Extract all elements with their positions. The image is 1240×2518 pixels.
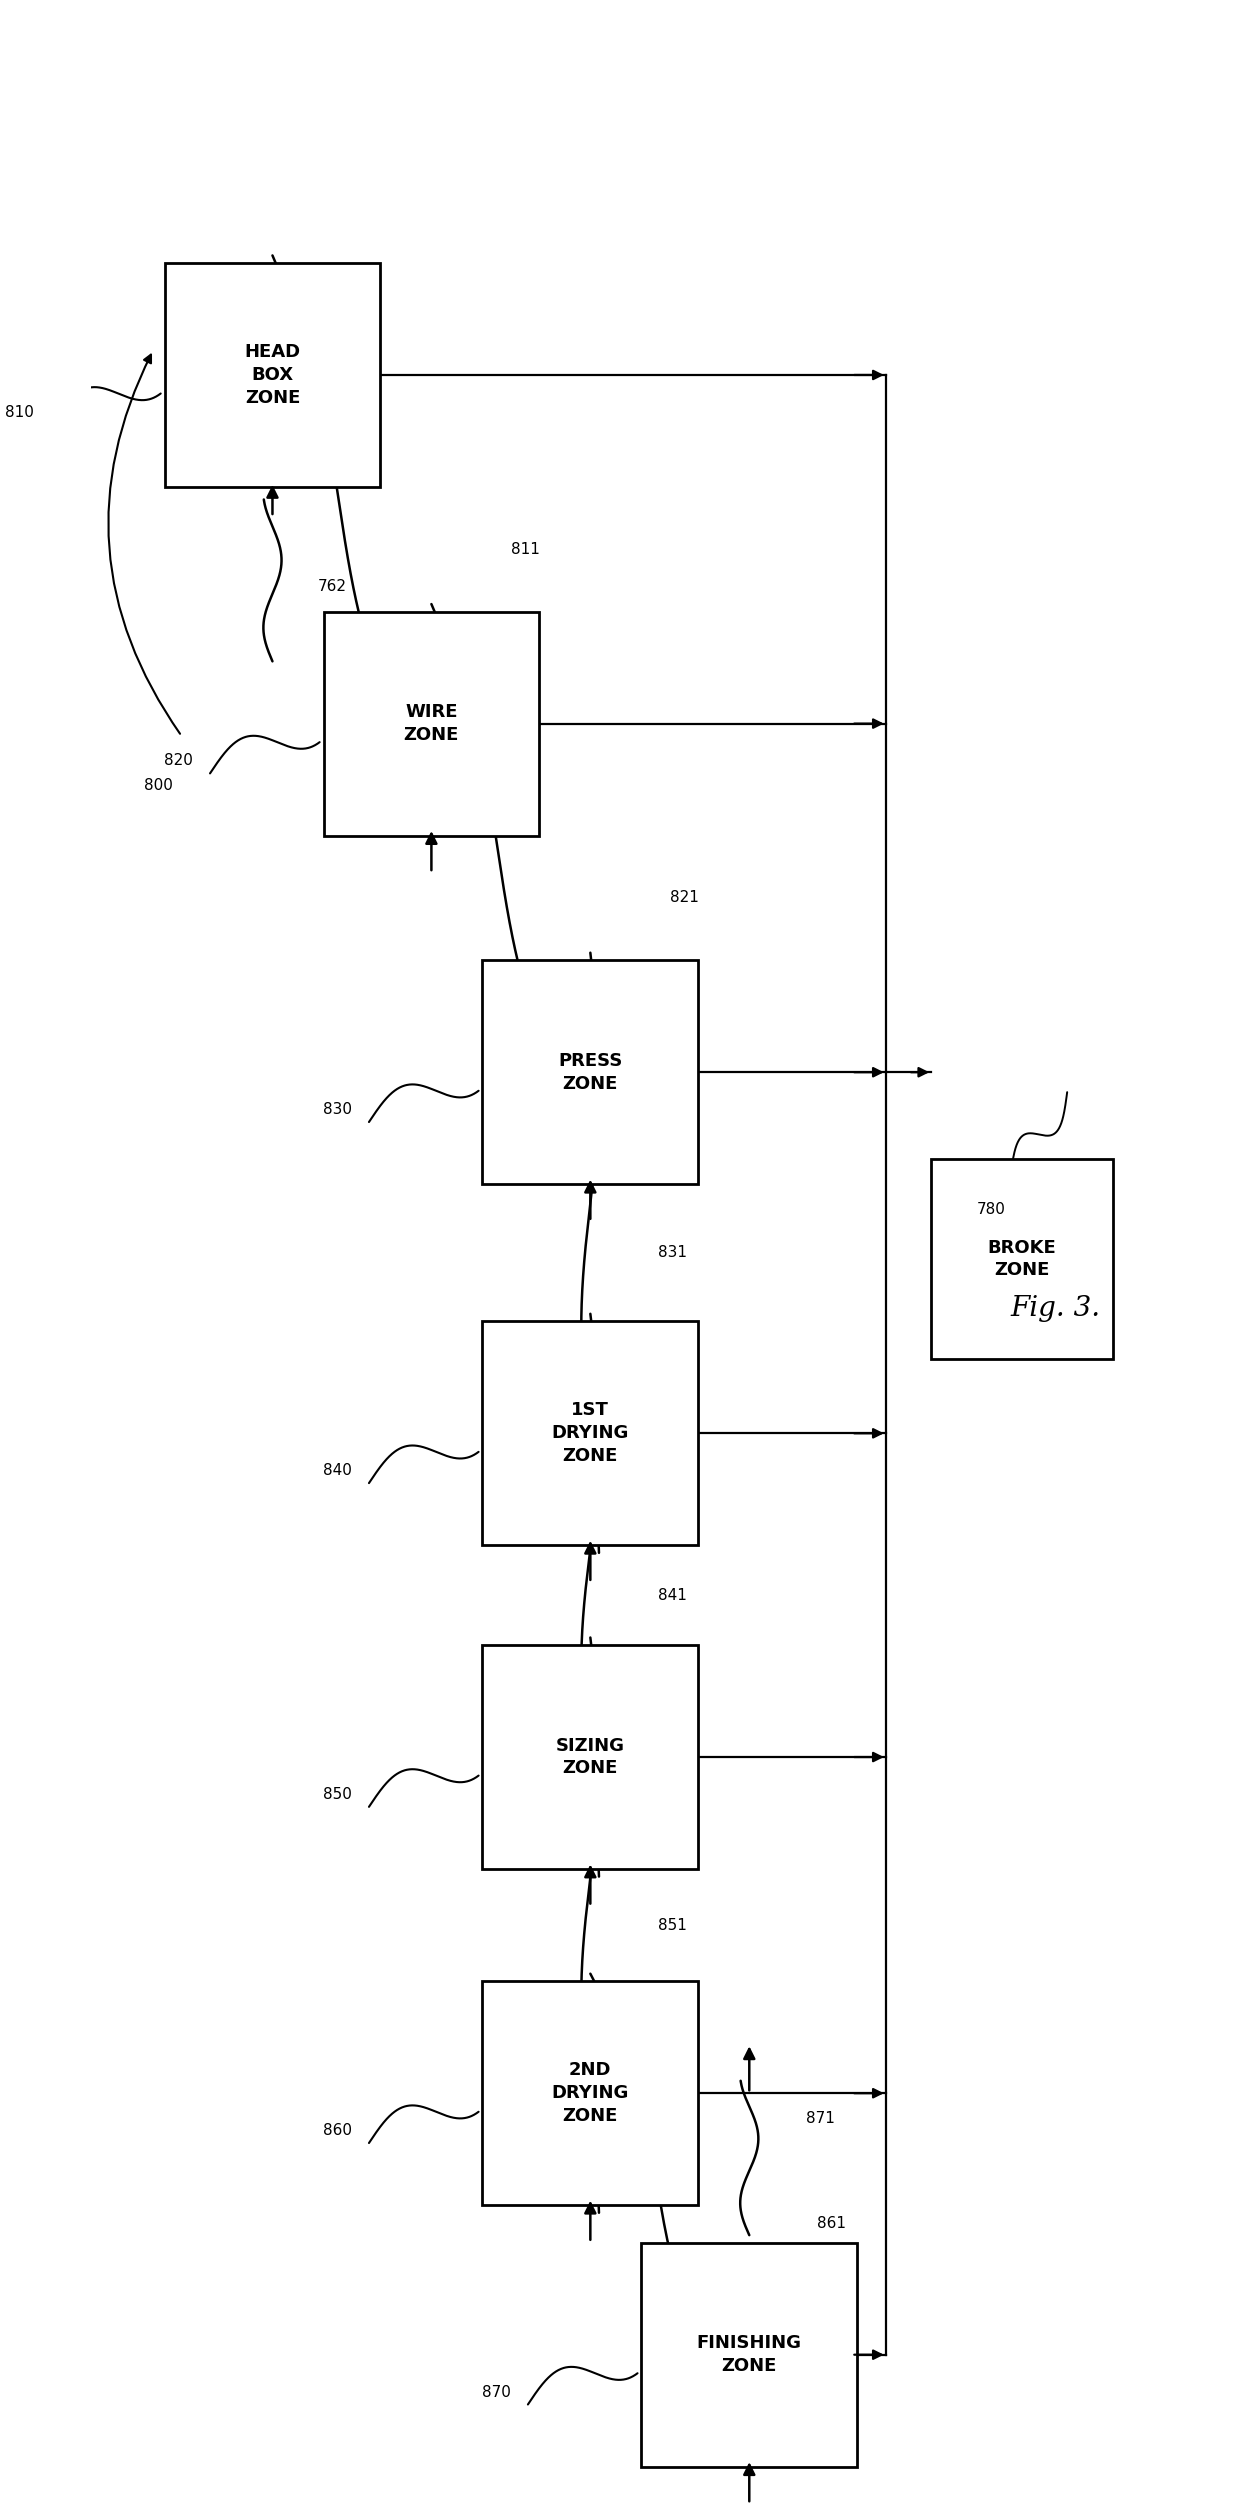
Text: WIRE
ZONE: WIRE ZONE [404, 703, 459, 743]
Text: 841: 841 [658, 1589, 687, 1601]
Text: 780: 780 [976, 1201, 1006, 1216]
Text: 861: 861 [817, 2216, 847, 2231]
Text: HEAD
BOX
ZONE: HEAD BOX ZONE [244, 342, 300, 408]
Bar [324, 612, 539, 836]
Bar [931, 1158, 1112, 1360]
Bar [641, 2244, 857, 2468]
Text: 821: 821 [670, 891, 698, 906]
Text: 850: 850 [324, 1788, 352, 1803]
Text: Fig. 3.: Fig. 3. [1011, 1294, 1101, 1322]
Bar [482, 1982, 698, 2206]
Text: 811: 811 [511, 541, 539, 556]
Text: SIZING
ZONE: SIZING ZONE [556, 1737, 625, 1778]
Text: 830: 830 [322, 1103, 352, 1118]
Text: 2ND
DRYING
ZONE: 2ND DRYING ZONE [552, 2062, 629, 2125]
Text: 762: 762 [317, 579, 347, 594]
Text: PRESS
ZONE: PRESS ZONE [558, 1053, 622, 1093]
Text: FINISHING
ZONE: FINISHING ZONE [697, 2334, 802, 2374]
Bar [165, 262, 381, 486]
Bar [482, 1644, 698, 1868]
Text: 860: 860 [322, 2123, 352, 2138]
Text: 810: 810 [5, 405, 33, 421]
Text: 820: 820 [164, 753, 193, 768]
Text: 800: 800 [145, 778, 174, 793]
Text: BROKE
ZONE: BROKE ZONE [987, 1239, 1056, 1279]
Bar [482, 959, 698, 1183]
Bar [482, 1322, 698, 1546]
Text: 870: 870 [482, 2385, 511, 2400]
Text: 831: 831 [658, 1246, 687, 1262]
Text: 1ST
DRYING
ZONE: 1ST DRYING ZONE [552, 1403, 629, 1465]
Text: 840: 840 [324, 1463, 352, 1478]
Text: 851: 851 [658, 1919, 687, 1934]
Text: 871: 871 [806, 2110, 835, 2125]
